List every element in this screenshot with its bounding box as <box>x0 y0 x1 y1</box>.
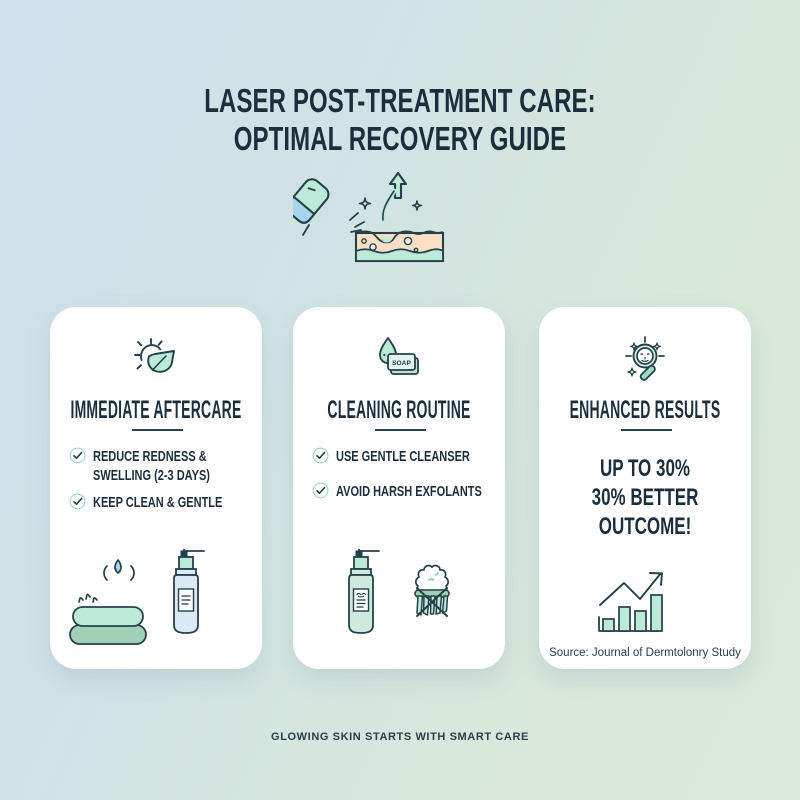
svg-text:SOAP: SOAP <box>392 360 411 367</box>
